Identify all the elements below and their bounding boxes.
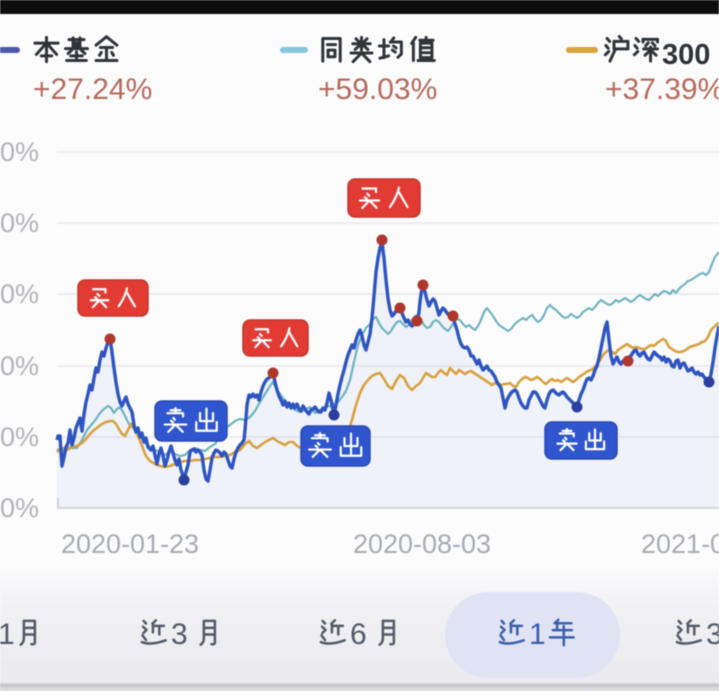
svg-text:+59.03%: +59.03% [318, 73, 437, 106]
svg-text:6: 6 [350, 618, 367, 651]
svg-text:1: 1 [0, 618, 15, 651]
svg-text:2021-02-01: 2021-02-01 [641, 529, 719, 559]
svg-text:300: 300 [662, 39, 710, 71]
svg-text:1: 1 [529, 618, 546, 651]
svg-text:0%: 0% [0, 208, 39, 238]
svg-text:+37.39%: +37.39% [605, 73, 719, 106]
svg-text:0%: 0% [0, 493, 39, 523]
svg-text:0%: 0% [0, 279, 39, 309]
svg-text:2020-01-23: 2020-01-23 [61, 529, 199, 559]
svg-text:2020-08-03: 2020-08-03 [353, 529, 491, 559]
svg-text:0%: 0% [0, 351, 39, 381]
svg-text:+27.24%: +27.24% [33, 73, 152, 106]
svg-text:3: 3 [171, 618, 188, 651]
svg-text:0%: 0% [0, 422, 39, 452]
svg-text:0%: 0% [0, 137, 39, 167]
svg-text:3: 3 [706, 618, 719, 651]
